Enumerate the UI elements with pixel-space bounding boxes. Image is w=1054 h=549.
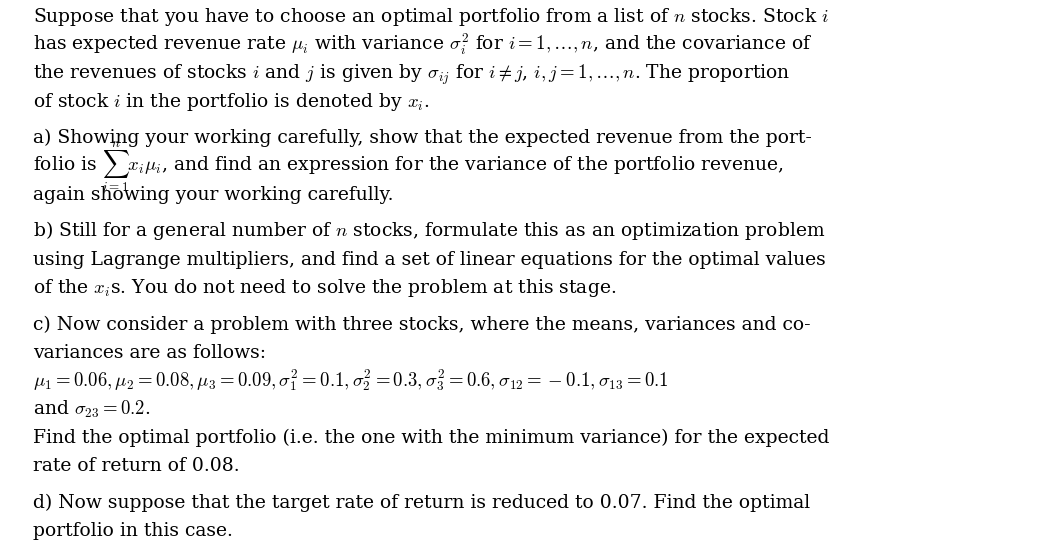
Text: of the $x_i$s. You do not need to solve the problem at this stage.: of the $x_i$s. You do not need to solve … <box>33 277 617 299</box>
Text: using Lagrange multipliers, and find a set of linear equations for the optimal v: using Lagrange multipliers, and find a s… <box>33 251 825 269</box>
Text: and $\sigma_{23} = 0.2$.: and $\sigma_{23} = 0.2$. <box>33 399 151 420</box>
Text: b) Still for a general number of $n$ stocks, formulate this as an optimization p: b) Still for a general number of $n$ sto… <box>33 220 825 243</box>
Text: Find the optimal portfolio (i.e. the one with the minimum variance) for the expe: Find the optimal portfolio (i.e. the one… <box>33 429 829 447</box>
Text: Suppose that you have to choose an optimal portfolio from a list of $n$ stocks. : Suppose that you have to choose an optim… <box>33 5 829 27</box>
Text: d) Now suppose that the target rate of return is reduced to 0.07. Find the optim: d) Now suppose that the target rate of r… <box>33 494 809 512</box>
Text: folio is $\sum_{i=1}^{n} x_i \mu_i$, and find an expression for the variance of : folio is $\sum_{i=1}^{n} x_i \mu_i$, and… <box>33 140 783 195</box>
Text: $\mu_1 = 0.06, \mu_2 = 0.08, \mu_3 = 0.09, \sigma_1^2 = 0.1, \sigma_2^2 = 0.3, \: $\mu_1 = 0.06, \mu_2 = 0.08, \mu_3 = 0.0… <box>33 367 668 393</box>
Text: portfolio in this case.: portfolio in this case. <box>33 522 233 540</box>
Text: the revenues of stocks $i$ and $j$ is given by $\sigma_{ij}$ for $i \neq j$, $i,: the revenues of stocks $i$ and $j$ is gi… <box>33 62 790 87</box>
Text: of stock $i$ in the portfolio is denoted by $x_i$.: of stock $i$ in the portfolio is denoted… <box>33 91 429 113</box>
Text: again showing your working carefully.: again showing your working carefully. <box>33 186 393 204</box>
Text: variances are as follows:: variances are as follows: <box>33 344 266 362</box>
Text: a) Showing your working carefully, show that the expected revenue from the port-: a) Showing your working carefully, show … <box>33 129 812 147</box>
Text: has expected revenue rate $\mu_i$ with variance $\sigma_i^2$ for $i = 1, \ldots,: has expected revenue rate $\mu_i$ with v… <box>33 31 813 57</box>
Text: c) Now consider a problem with three stocks, where the means, variances and co-: c) Now consider a problem with three sto… <box>33 315 811 334</box>
Text: rate of return of 0.08.: rate of return of 0.08. <box>33 457 239 475</box>
